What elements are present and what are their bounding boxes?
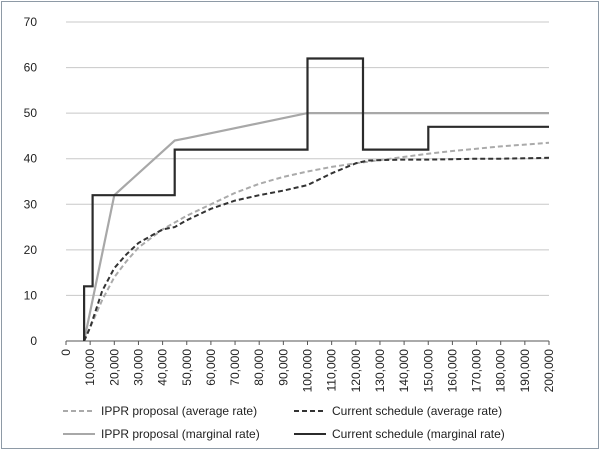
x-tick-label: 160,000 (445, 349, 459, 393)
y-tick-label: 10 (24, 288, 38, 302)
x-tick-label: 80,000 (252, 349, 266, 386)
series-line-1 (83, 156, 550, 342)
series-line-0 (83, 141, 550, 342)
x-tick-label: 150,000 (421, 349, 435, 393)
y-tick-labels: 0 10 20 30 40 50 60 70 (24, 15, 38, 348)
legend-label: Current schedule (marginal rate) (332, 427, 505, 441)
x-tick-label: 60,000 (204, 349, 218, 386)
y-tick-label: 30 (24, 197, 38, 211)
x-tick-label: 40,000 (156, 349, 170, 386)
y-tick-label: 50 (24, 106, 38, 120)
x-tick-label: 190,000 (518, 349, 532, 393)
x-tick-labels: 0 10,000 20,000 30,000 40,000 50,000 60,000 70,… (59, 349, 556, 393)
x-tick-label: 140,000 (397, 349, 411, 393)
x-tick-label: 70,000 (228, 349, 242, 386)
y-tick-label: 70 (24, 15, 38, 29)
series-lines (82, 57, 550, 342)
x-tick-label: 90,000 (276, 349, 290, 386)
x-tick-label: 200,000 (542, 349, 556, 393)
legend-label: IPPR proposal (average rate) (101, 404, 257, 418)
axes (65, 340, 550, 345)
y-tick-label: 0 (30, 334, 37, 348)
x-tick-label: 20,000 (107, 349, 121, 386)
x-tick-label: 170,000 (470, 349, 484, 393)
legend-item: Current schedule (average rate) (294, 404, 502, 418)
x-tick-label: 30,000 (131, 349, 145, 386)
x-tick-label: 50,000 (180, 349, 194, 386)
x-tick-label: 180,000 (494, 349, 508, 393)
legend: IPPR proposal (average rate) Current sche… (63, 404, 505, 441)
x-tick-label: 130,000 (373, 349, 387, 393)
x-tick-label: 110,000 (325, 349, 339, 392)
y-tick-label: 40 (24, 152, 38, 166)
series-line-2 (83, 111, 549, 342)
legend-item: IPPR proposal (marginal rate) (63, 427, 260, 441)
x-tick-label: 100,000 (301, 349, 315, 393)
legend-label: Current schedule (average rate) (332, 404, 502, 418)
series-line-3 (82, 57, 549, 341)
x-tick-label: 10,000 (83, 349, 97, 386)
x-tick-label: 120,000 (349, 349, 363, 393)
legend-label: IPPR proposal (marginal rate) (101, 427, 260, 441)
x-tick-label: 0 (59, 349, 73, 356)
y-tick-label: 60 (24, 61, 38, 75)
y-tick-label: 20 (24, 243, 38, 257)
legend-item: IPPR proposal (average rate) (63, 404, 257, 418)
legend-item: Current schedule (marginal rate) (294, 427, 505, 441)
